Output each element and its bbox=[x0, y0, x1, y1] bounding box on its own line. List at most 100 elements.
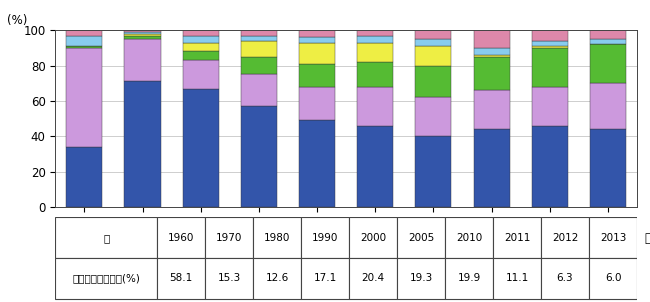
FancyBboxPatch shape bbox=[493, 217, 541, 258]
FancyBboxPatch shape bbox=[349, 217, 397, 258]
Text: 1960: 1960 bbox=[168, 233, 194, 243]
Text: エネルギー自給率(%): エネルギー自給率(%) bbox=[72, 273, 140, 283]
Text: 19.9: 19.9 bbox=[458, 273, 480, 283]
FancyBboxPatch shape bbox=[589, 258, 637, 299]
FancyBboxPatch shape bbox=[157, 258, 205, 299]
FancyBboxPatch shape bbox=[589, 217, 637, 258]
Bar bbox=[183, 36, 218, 43]
Bar bbox=[358, 30, 393, 36]
Text: 2012: 2012 bbox=[552, 233, 578, 243]
Bar bbox=[590, 30, 626, 39]
Bar bbox=[532, 126, 567, 207]
Text: 2005: 2005 bbox=[408, 233, 434, 243]
FancyBboxPatch shape bbox=[397, 217, 445, 258]
Bar bbox=[415, 46, 451, 66]
Bar bbox=[358, 126, 393, 207]
Bar bbox=[66, 48, 102, 147]
FancyBboxPatch shape bbox=[445, 258, 493, 299]
Bar bbox=[474, 55, 510, 57]
Bar bbox=[241, 36, 277, 41]
FancyBboxPatch shape bbox=[445, 217, 493, 258]
Bar bbox=[532, 87, 567, 126]
Text: 2011: 2011 bbox=[504, 233, 530, 243]
Bar bbox=[299, 43, 335, 64]
Bar bbox=[125, 36, 161, 39]
Text: 19.3: 19.3 bbox=[410, 273, 433, 283]
Bar bbox=[241, 30, 277, 36]
Bar bbox=[474, 30, 510, 48]
Text: 1990: 1990 bbox=[312, 233, 338, 243]
Bar bbox=[299, 87, 335, 120]
FancyBboxPatch shape bbox=[55, 217, 157, 258]
Text: 1970: 1970 bbox=[216, 233, 242, 243]
Bar bbox=[183, 51, 218, 60]
Bar bbox=[66, 46, 102, 48]
FancyBboxPatch shape bbox=[253, 217, 301, 258]
FancyBboxPatch shape bbox=[55, 258, 157, 299]
Bar bbox=[299, 120, 335, 207]
Bar bbox=[183, 30, 218, 36]
Bar bbox=[125, 32, 161, 34]
Bar bbox=[358, 87, 393, 126]
Bar bbox=[532, 30, 567, 41]
Text: 17.1: 17.1 bbox=[313, 273, 337, 283]
Bar bbox=[125, 34, 161, 36]
Bar bbox=[183, 43, 218, 51]
Bar bbox=[474, 129, 510, 207]
Text: 6.3: 6.3 bbox=[556, 273, 573, 283]
Bar bbox=[299, 30, 335, 37]
Bar bbox=[358, 36, 393, 43]
FancyBboxPatch shape bbox=[253, 258, 301, 299]
Bar bbox=[474, 48, 510, 55]
FancyBboxPatch shape bbox=[301, 258, 349, 299]
Text: 年: 年 bbox=[103, 233, 109, 243]
Bar bbox=[241, 57, 277, 74]
Bar bbox=[125, 82, 161, 207]
Bar bbox=[532, 41, 567, 46]
Bar bbox=[299, 37, 335, 43]
Bar bbox=[532, 46, 567, 48]
Text: （年）: （年） bbox=[644, 232, 650, 245]
FancyBboxPatch shape bbox=[541, 258, 589, 299]
Bar bbox=[415, 136, 451, 207]
Bar bbox=[590, 39, 626, 44]
FancyBboxPatch shape bbox=[493, 258, 541, 299]
FancyBboxPatch shape bbox=[541, 217, 589, 258]
Bar bbox=[532, 48, 567, 87]
FancyBboxPatch shape bbox=[397, 258, 445, 299]
Bar bbox=[66, 36, 102, 46]
Text: 2010: 2010 bbox=[456, 233, 482, 243]
Bar bbox=[590, 83, 626, 129]
Text: 20.4: 20.4 bbox=[361, 273, 385, 283]
Text: (%): (%) bbox=[7, 14, 27, 27]
FancyBboxPatch shape bbox=[301, 217, 349, 258]
Text: 11.1: 11.1 bbox=[506, 273, 528, 283]
Bar bbox=[241, 41, 277, 57]
Bar bbox=[590, 44, 626, 83]
Text: 2000: 2000 bbox=[360, 233, 386, 243]
Bar bbox=[125, 39, 161, 82]
Bar bbox=[415, 39, 451, 46]
Bar bbox=[299, 64, 335, 87]
Bar bbox=[66, 30, 102, 36]
Bar bbox=[590, 129, 626, 207]
Bar bbox=[66, 147, 102, 207]
Bar bbox=[415, 30, 451, 39]
Text: 58.1: 58.1 bbox=[170, 273, 192, 283]
FancyBboxPatch shape bbox=[349, 258, 397, 299]
Text: 1980: 1980 bbox=[264, 233, 291, 243]
Bar bbox=[415, 66, 451, 97]
FancyBboxPatch shape bbox=[205, 217, 253, 258]
Bar bbox=[415, 97, 451, 136]
Bar bbox=[241, 106, 277, 207]
Text: 15.3: 15.3 bbox=[217, 273, 240, 283]
FancyBboxPatch shape bbox=[157, 217, 205, 258]
Text: 2013: 2013 bbox=[600, 233, 626, 243]
Text: 6.0: 6.0 bbox=[604, 273, 621, 283]
Bar bbox=[183, 88, 218, 207]
FancyBboxPatch shape bbox=[205, 258, 253, 299]
Bar bbox=[125, 30, 161, 32]
Bar bbox=[474, 90, 510, 129]
Bar bbox=[474, 57, 510, 90]
Bar bbox=[358, 62, 393, 87]
